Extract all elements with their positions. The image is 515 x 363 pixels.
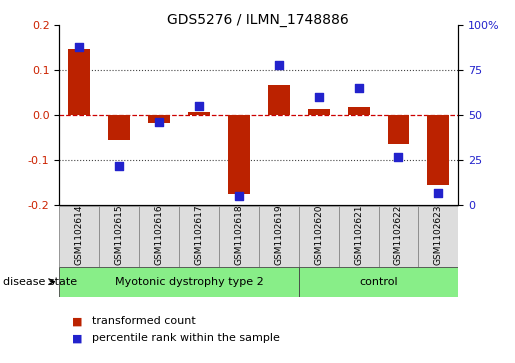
Bar [299, 267, 458, 297]
Bar [139, 206, 179, 267]
Bar [59, 206, 99, 267]
Text: transformed count: transformed count [92, 316, 195, 326]
Point [394, 154, 403, 159]
Bar [387, 115, 409, 144]
Text: GSM1102617: GSM1102617 [195, 205, 203, 265]
Bar [219, 206, 259, 267]
Text: GSM1102620: GSM1102620 [314, 205, 323, 265]
Text: GSM1102618: GSM1102618 [234, 205, 243, 265]
Text: GSM1102623: GSM1102623 [434, 205, 443, 265]
Text: disease state: disease state [3, 277, 77, 287]
Text: control: control [359, 277, 398, 287]
Bar [108, 115, 130, 140]
Point [434, 189, 442, 195]
Bar [379, 206, 418, 267]
Point [315, 94, 323, 100]
Text: GDS5276 / ILMN_1748886: GDS5276 / ILMN_1748886 [167, 13, 348, 27]
Bar [179, 206, 219, 267]
Point [274, 62, 283, 68]
Bar [348, 107, 370, 115]
Bar [228, 115, 250, 194]
Bar [268, 85, 290, 115]
Text: GSM1102614: GSM1102614 [75, 205, 83, 265]
Bar [59, 267, 299, 297]
Bar [427, 115, 450, 185]
Point [155, 119, 163, 125]
Bar [148, 115, 170, 123]
Bar [99, 206, 139, 267]
Text: GSM1102621: GSM1102621 [354, 205, 363, 265]
Text: percentile rank within the sample: percentile rank within the sample [92, 333, 280, 343]
Text: GSM1102616: GSM1102616 [154, 205, 163, 265]
Text: ■: ■ [72, 316, 82, 326]
Bar [418, 206, 458, 267]
Point [235, 193, 243, 199]
Point [75, 44, 83, 50]
Text: GSM1102619: GSM1102619 [274, 205, 283, 265]
Point [115, 163, 123, 168]
Point [195, 103, 203, 109]
Text: GSM1102615: GSM1102615 [115, 205, 124, 265]
Text: Myotonic dystrophy type 2: Myotonic dystrophy type 2 [114, 277, 263, 287]
Bar [188, 112, 210, 115]
Bar [339, 206, 379, 267]
Bar [259, 206, 299, 267]
Point [354, 85, 363, 91]
Bar [68, 49, 90, 115]
Text: GSM1102622: GSM1102622 [394, 205, 403, 265]
Text: ■: ■ [72, 333, 82, 343]
Bar [307, 109, 330, 115]
Bar [299, 206, 339, 267]
